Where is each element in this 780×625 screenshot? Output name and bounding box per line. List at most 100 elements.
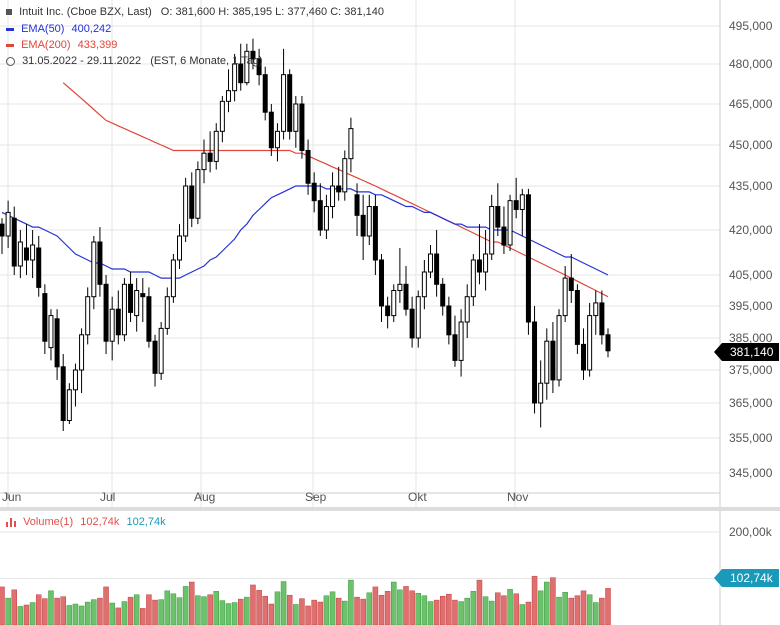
legend-title: Intuit Inc. (Cboe BZX, Last) O: 381,600 …	[6, 6, 384, 18]
volume-label: Volume(1)	[23, 516, 74, 528]
candle-body	[91, 241, 97, 298]
volume-bar	[544, 581, 550, 625]
candle-body	[11, 217, 17, 267]
volume-bar	[237, 598, 244, 625]
volume-avg-value: 102,74k	[126, 516, 166, 528]
candle-body	[201, 152, 207, 171]
volume-bar	[427, 601, 434, 625]
ema50-value: 400,242	[71, 23, 112, 35]
candle-body	[177, 235, 183, 261]
volume-bar	[189, 581, 195, 625]
candle-body	[323, 206, 329, 231]
candle-body	[274, 130, 280, 149]
candle-body	[440, 283, 446, 307]
candle-body	[372, 206, 378, 261]
ema50-polyline	[1, 185, 609, 279]
volume-bar	[348, 579, 354, 625]
volume-bar	[593, 602, 599, 625]
volume-bar	[60, 596, 66, 625]
volume-bar	[201, 596, 207, 625]
volume-bar	[495, 592, 501, 625]
candle-body	[250, 50, 256, 60]
candle-body	[574, 290, 580, 345]
volume-bar	[519, 604, 526, 625]
volume-bar	[574, 595, 581, 625]
candle-body	[391, 290, 397, 317]
candle-body	[317, 200, 323, 231]
volume-bar	[84, 601, 91, 625]
volume-bar	[127, 596, 134, 625]
volume-bar	[335, 597, 342, 625]
volume-bar	[513, 593, 519, 625]
candle-body	[5, 211, 11, 237]
legend-ema200: EMA(200) 433,399	[6, 39, 117, 51]
candle-body	[519, 194, 525, 210]
candle-body	[544, 340, 550, 384]
candle-body	[48, 315, 54, 349]
price-tick-label: 395,000	[729, 299, 773, 313]
candle-body	[354, 194, 360, 216]
candle-body	[501, 226, 507, 246]
candle-body	[60, 366, 66, 421]
volume-bar	[164, 590, 171, 625]
volume-bar	[568, 597, 575, 625]
volume-bar	[329, 591, 336, 625]
candle-body	[232, 63, 238, 92]
candle-body	[30, 244, 36, 261]
candle-body	[403, 283, 409, 310]
candle-body	[121, 283, 127, 336]
volume-bar	[133, 594, 140, 625]
candle-body	[219, 100, 225, 132]
candle-body	[421, 271, 427, 298]
volume-bar	[72, 603, 79, 625]
volume-bar	[158, 599, 164, 625]
volume-bar	[586, 594, 593, 625]
candle-body	[476, 259, 482, 273]
candlesticks	[0, 38, 611, 431]
ema200-line	[62, 82, 609, 298]
candle-body	[146, 296, 152, 342]
month-label: Jul	[100, 490, 115, 504]
candle-body	[593, 302, 599, 317]
volume-bar	[507, 589, 513, 625]
volume-bar	[109, 602, 115, 625]
candle-body	[581, 343, 587, 371]
volume-bar	[415, 593, 421, 625]
volume-bar	[470, 591, 477, 625]
candle-body	[36, 247, 42, 288]
candle-body	[587, 315, 593, 371]
candle-body	[342, 158, 348, 193]
volume-bar	[244, 596, 250, 625]
candle-body	[140, 293, 146, 298]
candle-body	[164, 296, 170, 329]
candle-body	[568, 277, 574, 292]
volume-bar	[605, 588, 611, 625]
volume-bar	[195, 595, 201, 625]
volume-bar	[360, 598, 366, 625]
volume-bar	[103, 586, 109, 625]
ema200-swatch-icon	[6, 43, 14, 47]
month-label: Jun	[2, 490, 21, 504]
volume-bar	[305, 605, 311, 625]
volume-bar	[482, 596, 489, 625]
volume-bar	[48, 590, 54, 625]
last-price-value: 381,140	[730, 345, 774, 359]
ohlc-values: O: 381,600 H: 385,195 L: 377,460 C: 381,…	[160, 6, 385, 18]
volume-bar	[525, 601, 532, 625]
candle-body	[397, 283, 403, 291]
axis-labels: 495,000 480,000 465,000 450,000 435,000 420,0…	[2, 19, 773, 539]
candle-body	[330, 185, 336, 208]
volume-bar	[29, 602, 36, 625]
legend-period: 31.05.2022 - 29.11.2022 (EST, 6 Monate, …	[6, 55, 263, 67]
volume-tag-value: 102,74k	[730, 571, 773, 585]
volume-bar	[452, 599, 458, 625]
volume-bar	[311, 599, 317, 625]
legend-ema50: EMA(50) 400,242	[6, 23, 111, 35]
volume-bar	[391, 581, 397, 625]
volume-bar	[562, 592, 568, 625]
candle-body	[446, 305, 452, 336]
candle-body	[225, 90, 231, 102]
month-label: Sep	[305, 490, 327, 504]
volume-bar	[97, 597, 103, 625]
price-tick-label: 405,000	[729, 268, 773, 282]
